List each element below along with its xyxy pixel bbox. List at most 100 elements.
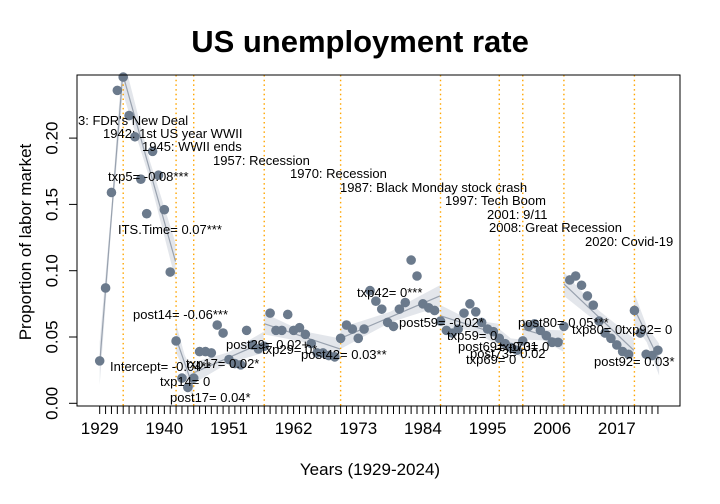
coefficient-label: txp73= 0 [499,339,549,354]
x-axis-label: Years (1929-2024) [299,460,441,479]
coefficient-label: Intercept= -0.04** [110,359,212,374]
data-point [611,340,622,350]
coefficient-label: post92= 0.03* [594,354,675,369]
coefficient-label: post29= 0.02+ [226,337,309,352]
data-point [171,336,181,346]
y-tick-label: 0.10 [42,254,61,287]
coefficient-label: post17= 0.04* [170,390,251,405]
coefficient-label: post42= 0.03** [301,347,387,362]
data-point [406,255,416,265]
data-point [488,326,499,337]
data-point [265,308,275,318]
x-tick-label: 1951 [210,419,248,438]
data-point [512,345,522,356]
data-point [388,321,399,332]
data-point [400,297,411,308]
coefficient-label: txp59= 0 [447,328,497,343]
data-point [465,299,475,309]
data-point [371,296,381,306]
data-point [412,271,422,281]
data-point [541,330,552,341]
x-tick-label: 1973 [339,419,377,438]
data-point [594,316,604,326]
coefficient-label: post69= -0.01 [458,339,538,354]
coefficient-label: txp14= 0 [160,374,210,389]
data-point [347,324,358,334]
trend-line [99,75,124,364]
data-point [277,325,287,336]
data-point [100,283,111,293]
data-point [629,305,640,316]
coefficient-label: txp69= 0 [466,352,516,367]
event-label: 2020: Covid-19 [585,234,673,249]
x-tick-label: 1962 [275,419,313,438]
data-point [147,146,158,157]
data-point [653,345,663,356]
data-point [218,328,228,338]
data-point [235,360,246,370]
x-tick-label: 2017 [598,419,636,438]
data-point [141,208,152,219]
event-label: 2008: Great Recession [489,220,622,235]
data-point [118,72,129,82]
data-point [553,337,563,348]
event-label: 1945: WWII ends [142,139,242,154]
coefficient-label: txp80= 0 [572,322,622,337]
data-point [206,348,217,358]
data-point [212,320,223,330]
data-point [282,309,293,320]
data-point [294,322,305,333]
y-tick-label: 0.20 [42,122,61,155]
y-tick-label: 0.00 [42,387,61,420]
data-point [177,373,187,383]
coefficient-label: post59= -0.02* [399,315,484,330]
event-label: 1942: 1st US year WWII [103,126,242,141]
data-point [635,328,646,338]
coefficient-label: txp17= 0.02* [186,356,259,371]
coefficient-label: ITS.Time= 0.07*** [118,222,222,237]
data-point [576,280,587,291]
data-point [429,305,440,316]
coefficient-label: post14= -0.06*** [133,307,228,322]
data-point [165,267,176,277]
data-point [329,352,340,362]
data-point [183,382,193,393]
y-tick-label: 0.15 [42,188,61,221]
x-tick-label: 1940 [145,419,183,438]
x-tick-label: 2006 [533,419,571,438]
event-label: 3: FDR's New Deal [78,113,188,128]
coefficient-label: txp42= 0*** [357,285,422,300]
event-label: 1987: Black Monday stock crash [340,180,527,195]
data-point [353,333,364,344]
coefficient-label: post80= 0.05*** [518,315,609,330]
data-point [394,304,405,314]
data-point [153,170,164,181]
event-label: 2001: 9/11 [487,207,547,222]
data-point [124,110,134,121]
data-point [241,325,252,336]
x-tick-label: 1929 [81,419,119,438]
plot-border [76,74,681,407]
data-point [159,204,170,215]
data-point [300,329,311,340]
data-point [453,324,463,334]
y-tick-label: 0.05 [42,320,61,353]
data-point [130,131,140,142]
data-point [606,333,616,344]
x-tick-label: 1995 [469,419,507,438]
event-label: 1997: Tech Boom [445,193,546,208]
data-point [623,349,634,360]
data-point [435,316,446,326]
data-point [136,174,146,185]
event-label: 1957: Recession [213,153,310,168]
x-tick-label: 1984 [404,419,442,438]
confidence-band [123,75,176,280]
data-point [470,307,481,317]
data-point [112,85,123,96]
data-point [188,373,199,383]
coefficient-label: txp5= -0.08*** [108,169,189,184]
data-point [582,291,593,301]
data-point [476,317,487,328]
